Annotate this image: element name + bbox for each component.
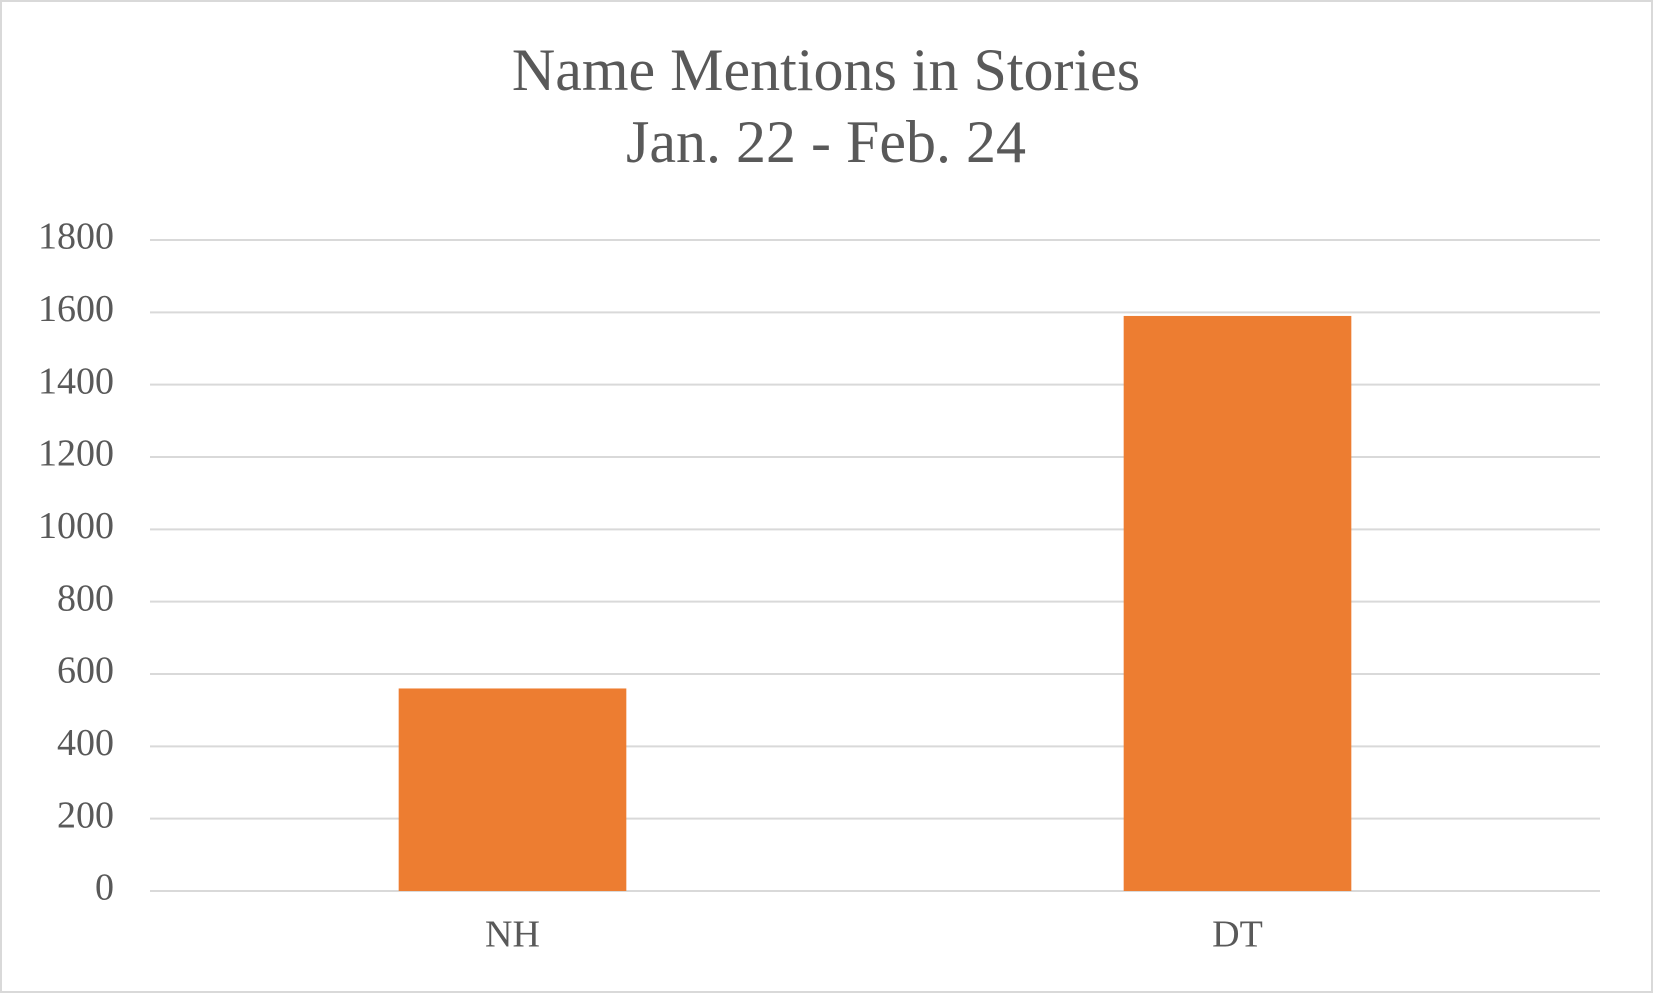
y-tick-label: 0	[95, 867, 114, 909]
y-tick-label: 600	[57, 650, 114, 692]
x-tick-label: NH	[485, 914, 540, 956]
y-tick-label: 1400	[38, 360, 114, 402]
bar	[1123, 315, 1352, 891]
y-tick-label: 400	[57, 722, 114, 764]
y-tick-label: 200	[57, 794, 114, 836]
y-tick-label: 1600	[38, 288, 114, 330]
x-tick-label: DT	[1212, 914, 1263, 956]
bar	[398, 688, 627, 891]
chart-title: Name Mentions in Stories	[512, 37, 1140, 103]
y-tick-label: 1000	[38, 505, 114, 547]
y-tick-label: 1200	[38, 433, 114, 475]
y-tick-label: 1800	[38, 216, 114, 258]
y-tick-label: 800	[57, 577, 114, 619]
chart-subtitle: Jan. 22 - Feb. 24	[626, 109, 1026, 175]
